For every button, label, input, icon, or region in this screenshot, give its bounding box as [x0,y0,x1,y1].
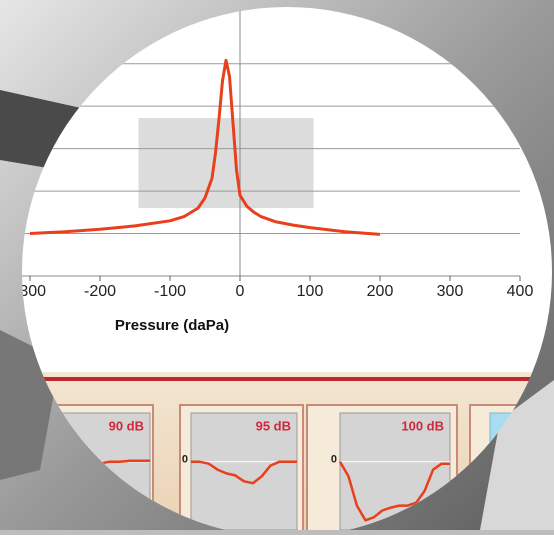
panel-title: 95 dB [256,418,291,433]
tympanogram-line [29,58,381,236]
x-tick-label: -300 [14,283,46,300]
x-tick-label: -200 [84,283,116,300]
photo-shape [480,380,554,530]
normal-region [138,118,314,209]
divider [22,377,552,381]
y-tick-label: 0 [331,454,337,466]
panel-title: 90 dB [109,418,144,433]
x-tick-label: -100 [154,283,186,300]
reflex-line [338,461,450,522]
panel-plot [190,412,298,531]
x-axis-label: Pressure (daPa) [115,317,229,334]
reflex-line [191,460,297,485]
x-tick-label: 300 [437,283,464,300]
x-tick-label: 400 [507,283,534,300]
x-tick-label: 200 [367,283,394,300]
x-tick-label: 100 [297,283,324,300]
y-tick-label: 0 [182,454,188,466]
panel-title: 100 dB [401,418,444,433]
x-tick-label: 0 [236,283,245,300]
